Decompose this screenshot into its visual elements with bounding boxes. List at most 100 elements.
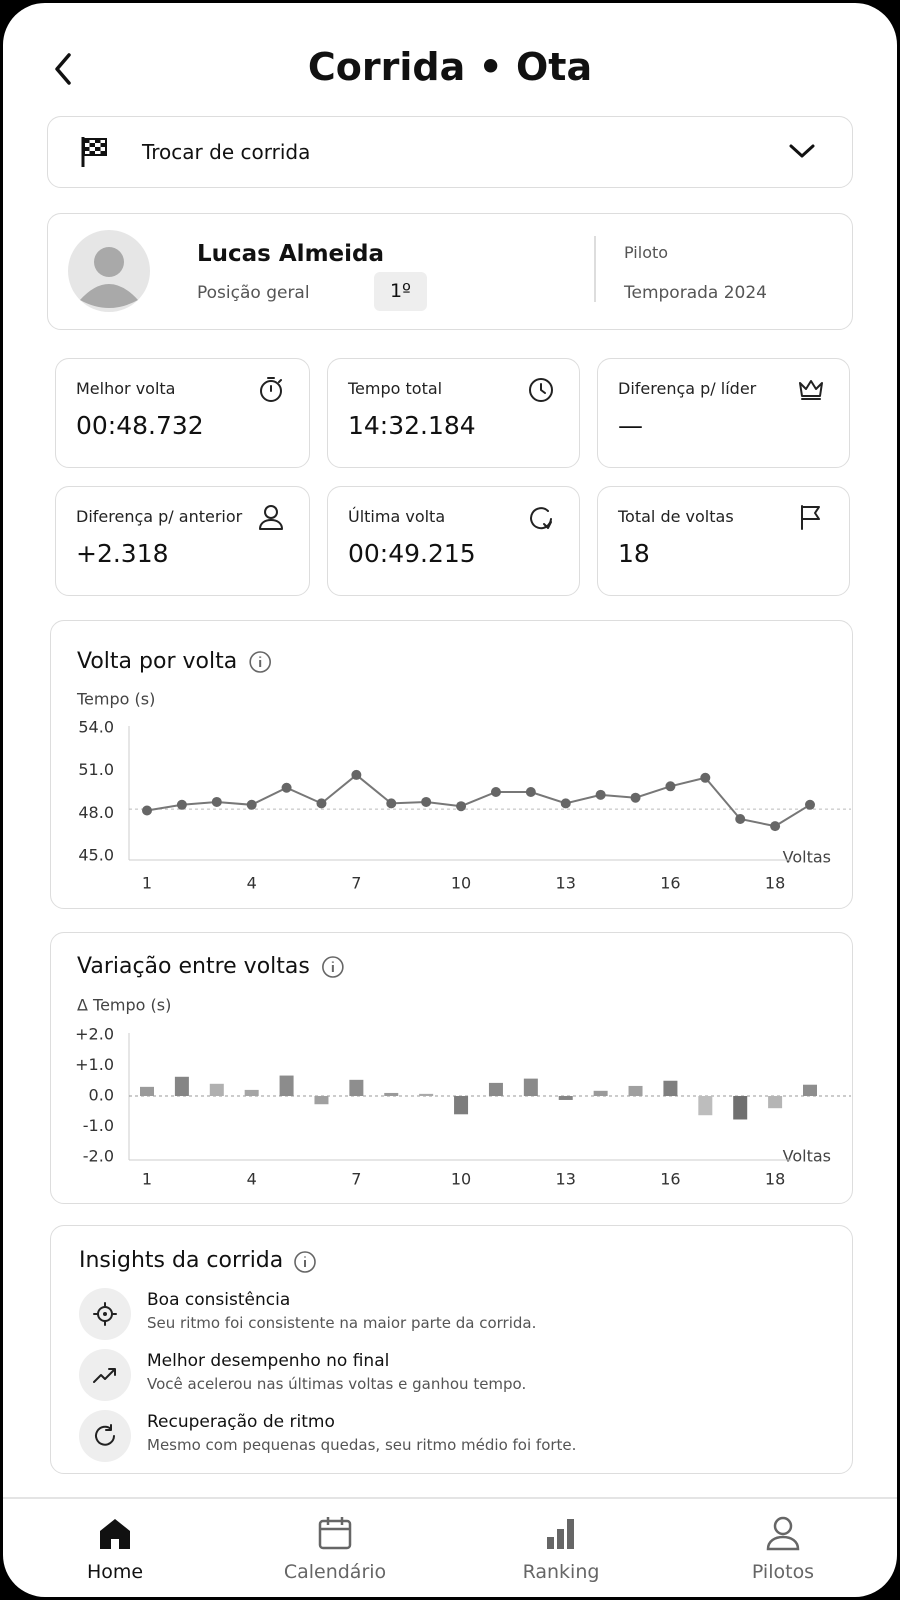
insight-title: Boa consistência — [147, 1290, 291, 1310]
race-selector[interactable]: Trocar de corrida — [47, 116, 853, 188]
lap-line — [146, 773, 811, 828]
delta-bar — [698, 1096, 713, 1116]
x-tick-label: 4 — [247, 1170, 257, 1189]
delta-bar — [209, 1083, 224, 1096]
stat-icon — [530, 507, 552, 530]
stat-value: — — [618, 411, 643, 440]
insight-title: Recuperação de ritmo — [147, 1412, 335, 1432]
x-tick-label: 13 — [556, 1170, 576, 1189]
x-axis-label: Voltas — [783, 848, 831, 867]
delta-bar — [663, 1080, 678, 1096]
nav-label[interactable]: Ranking — [522, 1561, 600, 1583]
stat-label: Diferença p/ líder — [618, 379, 757, 398]
delta-bar — [140, 1086, 154, 1096]
x-tick-label: 7 — [351, 1170, 361, 1189]
nav-label[interactable]: Home — [86, 1561, 144, 1583]
insight-text: Seu ritmo foi consistente na maior parte… — [147, 1314, 537, 1332]
y-tick-label: 48.0 — [78, 803, 114, 822]
x-tick-label: 1 — [142, 1170, 152, 1189]
x-axis-label: Voltas — [783, 1147, 831, 1166]
info-icon[interactable] — [249, 651, 271, 673]
y-tick-label: +1.0 — [75, 1055, 114, 1074]
nav-label[interactable]: Pilotos — [751, 1561, 815, 1583]
lap-point — [142, 805, 152, 816]
role: Piloto — [624, 243, 669, 262]
delta-bar — [174, 1076, 189, 1096]
insight-text: Você acelerou nas últimas voltas e ganho… — [147, 1375, 527, 1393]
stat-value: 14:32.184 — [348, 411, 476, 440]
y-tick-label: 51.0 — [78, 760, 114, 779]
y-tick-label: -2.0 — [83, 1147, 114, 1166]
season: Temporada 2024 — [624, 283, 767, 303]
x-tick-label: 4 — [247, 874, 257, 893]
y-tick-label: 54.0 — [78, 718, 114, 737]
chart-title: Variação entre voltas — [77, 954, 310, 979]
profile-card: Lucas Almeida Posição geral 1º Piloto Te… — [47, 213, 853, 330]
back-button[interactable] — [51, 51, 75, 87]
insight-text: Mesmo com pequenas quedas, seu ritmo méd… — [147, 1436, 577, 1454]
lap-point — [176, 799, 187, 810]
stat-value: 00:48.732 — [76, 411, 204, 440]
insight-icon — [79, 1410, 131, 1462]
y-axis-label: Tempo (s) — [76, 690, 155, 709]
x-tick-label: 13 — [556, 874, 576, 893]
lap-point — [525, 787, 536, 797]
delta-bar — [558, 1096, 573, 1100]
lap-point — [456, 801, 467, 812]
lap-point — [665, 781, 676, 792]
y-tick-label: -1.0 — [83, 1116, 114, 1135]
lap-point — [560, 798, 571, 809]
nav-icon — [318, 1517, 352, 1550]
stat-card: Tempo total 14:32.184 — [327, 358, 580, 468]
stat-label: Tempo total — [348, 379, 443, 398]
selector-label: Trocar de corrida — [142, 140, 311, 164]
flag-icon — [81, 137, 107, 167]
lap-point — [805, 799, 815, 810]
insights-card: Insights da corrida Boa consistência Seu … — [50, 1225, 853, 1474]
stat-icon — [260, 377, 282, 402]
stat-card: Melhor volta 00:48.732 — [55, 358, 310, 468]
delta-bar — [733, 1096, 748, 1120]
driver-name: Lucas Almeida — [197, 241, 384, 267]
chart-title: Volta por volta — [77, 649, 237, 674]
x-tick-label: 16 — [660, 874, 680, 893]
stat-value: 00:49.215 — [348, 539, 476, 568]
lap-point — [421, 796, 432, 807]
position-label: Posição geral — [197, 283, 310, 303]
stat-card: Total de voltas 18 — [597, 486, 850, 596]
lap-chart-card: Volta por volta Tempo (s) Voltas 45.0 48.0 51… — [50, 620, 853, 909]
x-tick-label: 1 — [142, 874, 152, 893]
lap-point — [281, 782, 292, 793]
lap-point — [700, 772, 711, 783]
delta-bar — [523, 1078, 538, 1096]
y-tick-label: 0.0 — [89, 1086, 114, 1105]
stat-card: Última volta 00:49.215 — [327, 486, 580, 596]
info-icon[interactable] — [293, 1250, 317, 1274]
x-tick-label: 18 — [765, 1170, 785, 1189]
info-icon[interactable] — [322, 956, 344, 978]
stat-icon — [259, 505, 283, 530]
delta-bar — [314, 1096, 329, 1105]
delta-bar — [384, 1092, 399, 1096]
nav-icon — [100, 1519, 130, 1549]
nav-icon — [766, 1516, 800, 1551]
lap-point — [211, 796, 222, 807]
delta-chart: Variação entre voltas Δ Tempo (s) Voltas +2… — [75, 954, 851, 1189]
nav-divider — [3, 1497, 897, 1499]
avatar — [68, 230, 150, 312]
lap-point — [770, 821, 781, 832]
x-tick-label: 18 — [765, 874, 785, 893]
y-tick-label: +2.0 — [75, 1025, 114, 1044]
x-tick-label: 10 — [451, 874, 471, 893]
lap-point — [735, 814, 746, 825]
x-tick-label: 16 — [660, 1170, 680, 1189]
stat-icon — [529, 378, 553, 402]
delta-bar — [768, 1096, 783, 1109]
stat-label: Total de voltas — [618, 507, 734, 526]
y-tick-label: 45.0 — [78, 846, 114, 865]
delta-bar — [419, 1093, 434, 1096]
nav-label[interactable]: Calendário — [283, 1561, 387, 1583]
delta-bar — [279, 1075, 294, 1096]
insight-icon — [79, 1288, 131, 1340]
